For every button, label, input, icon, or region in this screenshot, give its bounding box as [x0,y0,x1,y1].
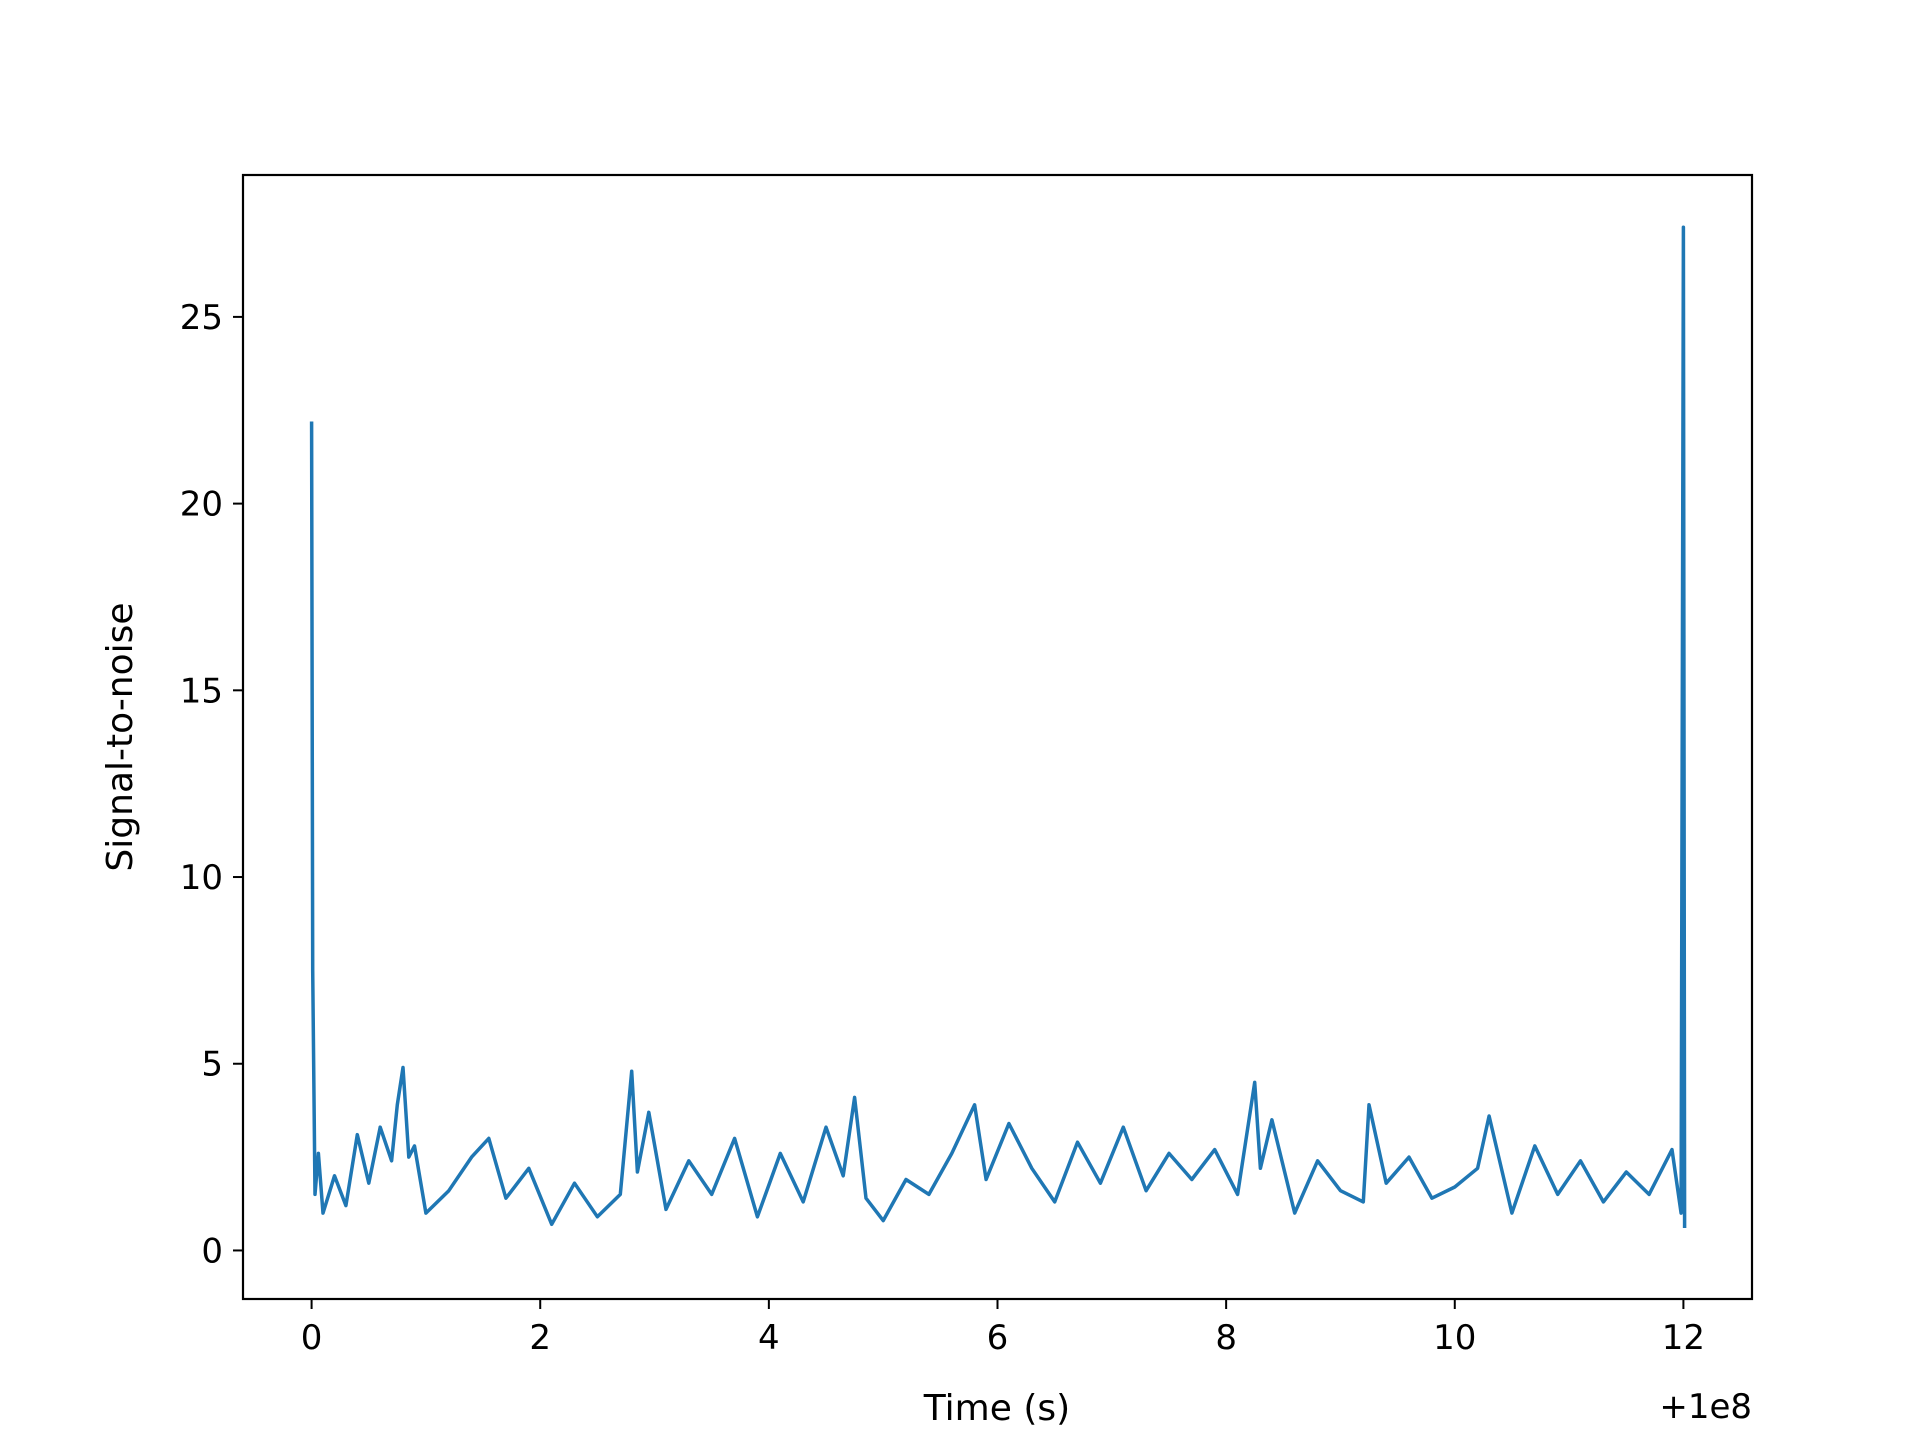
y-axis-label: Signal-to-noise [100,602,141,871]
snr-series-line [309,225,1687,1229]
y-tick-label: 15 [180,671,223,711]
x-offset-label: +1e8 [1659,1387,1752,1427]
x-tick-label: 10 [1433,1318,1476,1358]
y-tick-label: 20 [180,485,223,525]
x-axis-ticks: 0 2 4 6 8 10 12 [301,1299,1705,1358]
x-tick-label: 8 [1215,1318,1237,1358]
y-tick-label: 25 [180,298,223,338]
y-tick-label: 10 [180,858,223,898]
y-tick-label: 5 [201,1045,223,1085]
y-axis-ticks: 0 5 10 15 20 25 [180,298,243,1271]
x-tick-label: 6 [987,1318,1009,1358]
x-tick-label: 0 [301,1318,323,1358]
plot-layer [309,225,1687,1229]
y-tick-label: 0 [201,1231,223,1271]
x-tick-label: 4 [758,1318,780,1358]
x-tick-label: 12 [1662,1318,1705,1358]
x-axis-label: Time (s) [923,1388,1070,1429]
x-tick-label: 2 [529,1318,551,1358]
